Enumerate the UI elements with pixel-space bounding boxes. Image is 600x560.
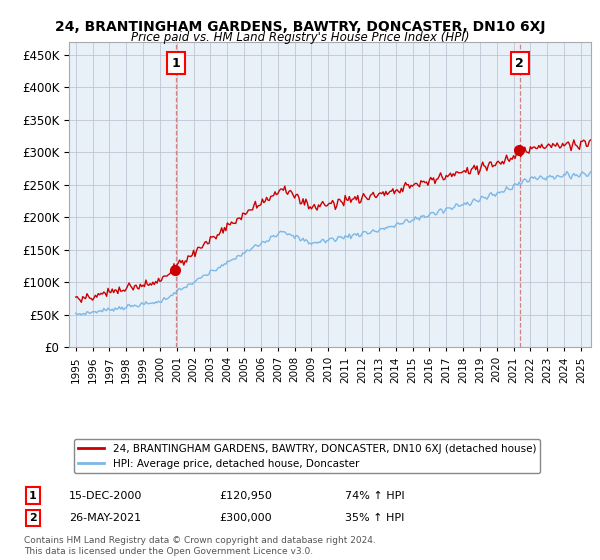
Legend: 24, BRANTINGHAM GARDENS, BAWTRY, DONCASTER, DN10 6XJ (detached house), HPI: Aver: 24, BRANTINGHAM GARDENS, BAWTRY, DONCAST… — [74, 440, 541, 473]
Text: £120,950: £120,950 — [219, 491, 272, 501]
Text: 15-DEC-2000: 15-DEC-2000 — [69, 491, 142, 501]
Text: 1: 1 — [172, 57, 181, 70]
Text: £300,000: £300,000 — [219, 513, 272, 523]
Text: 26-MAY-2021: 26-MAY-2021 — [69, 513, 141, 523]
Text: 74% ↑ HPI: 74% ↑ HPI — [345, 491, 404, 501]
Text: 24, BRANTINGHAM GARDENS, BAWTRY, DONCASTER, DN10 6XJ: 24, BRANTINGHAM GARDENS, BAWTRY, DONCAST… — [55, 20, 545, 34]
Text: Contains HM Land Registry data © Crown copyright and database right 2024.
This d: Contains HM Land Registry data © Crown c… — [24, 536, 376, 556]
Text: 35% ↑ HPI: 35% ↑ HPI — [345, 513, 404, 523]
Text: 2: 2 — [29, 513, 37, 523]
Text: Price paid vs. HM Land Registry's House Price Index (HPI): Price paid vs. HM Land Registry's House … — [131, 31, 469, 44]
Text: 2: 2 — [515, 57, 524, 70]
Text: 1: 1 — [29, 491, 37, 501]
